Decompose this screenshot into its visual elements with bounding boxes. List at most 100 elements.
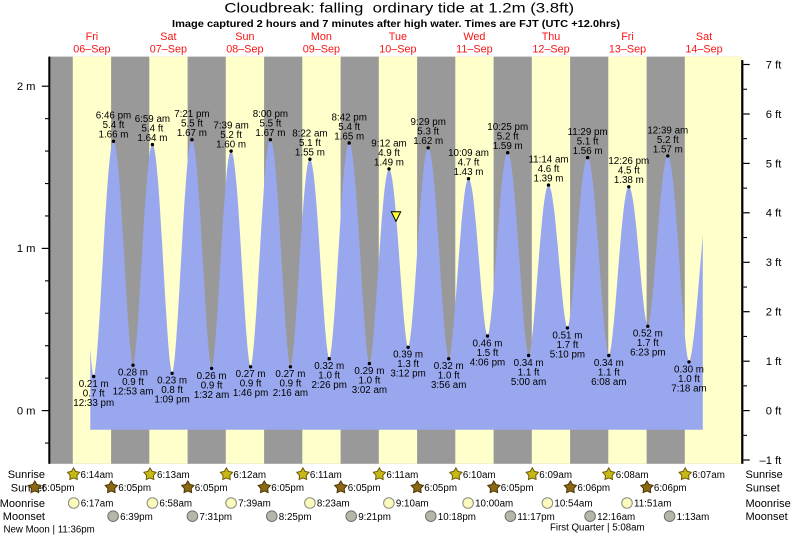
svg-text:6:06pm: 6:06pm [654,483,687,494]
svg-text:0.26 m: 0.26 m [197,371,227,382]
svg-text:1.0 ft: 1.0 ft [318,371,340,382]
svg-text:11:14 am: 11:14 am [528,155,568,166]
svg-text:New Moon | 11:36pm: New Moon | 11:36pm [4,524,95,535]
svg-text:4 ft: 4 ft [766,208,782,220]
svg-text:1.0 ft: 1.0 ft [678,374,700,385]
svg-text:10:09 am: 10:09 am [448,148,489,159]
svg-text:6:06pm: 6:06pm [577,483,610,494]
svg-text:0 ft: 0 ft [766,406,782,418]
svg-text:0.27 m: 0.27 m [236,369,266,380]
svg-text:1.38 m: 1.38 m [614,175,644,186]
svg-text:1.1 ft: 1.1 ft [598,367,620,378]
svg-text:6:13am: 6:13am [157,470,190,481]
svg-text:6:05pm: 6:05pm [424,483,457,494]
svg-text:8:23am: 8:23am [317,499,350,510]
svg-text:12–Sep: 12–Sep [532,44,569,56]
svg-text:0.9 ft: 0.9 ft [240,379,262,390]
svg-text:0.28 m: 0.28 m [118,368,148,379]
svg-text:1.67 m: 1.67 m [177,128,207,139]
svg-text:0.46 m: 0.46 m [473,338,503,349]
svg-text:12:39 am: 12:39 am [647,125,688,136]
svg-text:2:26 pm: 2:26 pm [311,380,346,391]
svg-text:12:26 pm: 12:26 pm [608,156,649,167]
svg-text:1.0 ft: 1.0 ft [438,371,460,382]
svg-text:12:16am: 12:16am [597,512,635,523]
svg-text:14–Sep: 14–Sep [685,44,722,56]
svg-text:7:31pm: 7:31pm [199,512,232,523]
svg-text:9:10am: 9:10am [396,499,429,510]
svg-text:8:25pm: 8:25pm [279,512,312,523]
svg-text:0.27 m: 0.27 m [275,369,305,380]
svg-text:6:46 pm: 6:46 pm [96,111,131,122]
svg-text:8:42 pm: 8:42 pm [331,112,366,123]
svg-text:Sunrise: Sunrise [746,469,783,481]
svg-text:1 m: 1 m [17,243,36,255]
svg-text:10–Sep: 10–Sep [379,44,416,56]
svg-text:1.3 ft: 1.3 ft [397,359,419,370]
svg-text:0.39 m: 0.39 m [393,350,423,361]
svg-text:6:05pm: 6:05pm [501,483,534,494]
svg-text:07–Sep: 07–Sep [150,44,187,56]
svg-text:09–Sep: 09–Sep [303,44,340,56]
svg-text:Tue: Tue [389,31,407,43]
svg-text:12:33 pm: 12:33 pm [73,398,114,409]
svg-text:6:05pm: 6:05pm [118,483,151,494]
svg-text:0.32 m: 0.32 m [434,361,464,372]
svg-text:1.66 m: 1.66 m [99,130,129,141]
svg-text:5:10 pm: 5:10 pm [550,349,585,360]
svg-text:6:23 pm: 6:23 pm [630,348,665,359]
svg-text:9:29 pm: 9:29 pm [410,117,445,128]
svg-text:Image captured 2 hours and 7 m: Image captured 2 hours and 7 minutes aft… [172,19,620,30]
svg-text:1 ft: 1 ft [766,356,782,368]
svg-text:5.1 ft: 5.1 ft [299,138,321,149]
svg-text:–1 ft: –1 ft [760,455,783,467]
svg-text:10:18pm: 10:18pm [438,512,476,523]
svg-text:Moonrise: Moonrise [746,498,791,510]
svg-text:3:56 am: 3:56 am [431,380,466,391]
svg-text:1.59 m: 1.59 m [493,141,523,152]
svg-text:0.34 m: 0.34 m [514,358,544,369]
svg-text:First Quarter | 5:08am: First Quarter | 5:08am [550,522,645,533]
svg-text:0.21 m: 0.21 m [79,379,109,390]
svg-text:3 ft: 3 ft [766,257,782,269]
svg-text:5.4 ft: 5.4 ft [142,124,164,135]
svg-text:6:08 am: 6:08 am [591,377,626,388]
svg-text:5.4 ft: 5.4 ft [338,122,360,133]
svg-text:5.5 ft: 5.5 ft [260,119,282,130]
svg-text:0.9 ft: 0.9 ft [122,377,144,388]
svg-text:6:05pm: 6:05pm [42,483,75,494]
svg-text:1.64 m: 1.64 m [137,133,167,144]
svg-text:7:39 am: 7:39 am [213,121,248,132]
svg-text:Sat: Sat [160,31,176,43]
svg-text:0.34 m: 0.34 m [594,358,624,369]
svg-text:0.32 m: 0.32 m [314,361,344,372]
svg-text:6:05pm: 6:05pm [348,483,381,494]
svg-text:1.0 ft: 1.0 ft [359,376,381,387]
svg-text:6:14am: 6:14am [81,470,114,481]
svg-text:1.39 m: 1.39 m [534,174,564,185]
svg-text:Fri: Fri [621,31,634,43]
svg-text:5.2 ft: 5.2 ft [220,130,242,141]
svg-text:5:00 am: 5:00 am [511,377,546,388]
svg-text:11:51am: 11:51am [634,499,671,510]
svg-text:Thu: Thu [542,31,561,43]
svg-text:3:02 am: 3:02 am [352,385,387,396]
svg-text:1.49 m: 1.49 m [374,157,404,168]
svg-text:Cloudbreak: falling ordinary: Cloudbreak: falling ordinary tide at 1.2… [224,1,574,16]
svg-text:0 m: 0 m [17,405,36,417]
svg-text:8:22 am: 8:22 am [292,129,327,140]
svg-text:2 ft: 2 ft [766,307,782,319]
svg-text:5.2 ft: 5.2 ft [657,135,679,146]
svg-text:Sunrise: Sunrise [8,469,45,481]
svg-text:1:13am: 1:13am [677,512,710,523]
svg-text:10:25 pm: 10:25 pm [487,122,528,133]
svg-text:7:21 pm: 7:21 pm [174,109,209,120]
svg-text:4.9 ft: 4.9 ft [378,148,400,159]
svg-text:6 ft: 6 ft [766,109,782,121]
svg-text:7:18 am: 7:18 am [671,383,706,394]
svg-text:1.5 ft: 1.5 ft [477,348,499,359]
svg-text:6:08am: 6:08am [616,470,649,481]
svg-text:0.9 ft: 0.9 ft [280,379,302,390]
svg-text:0.7 ft: 0.7 ft [83,388,105,399]
svg-text:Sun: Sun [235,31,254,43]
